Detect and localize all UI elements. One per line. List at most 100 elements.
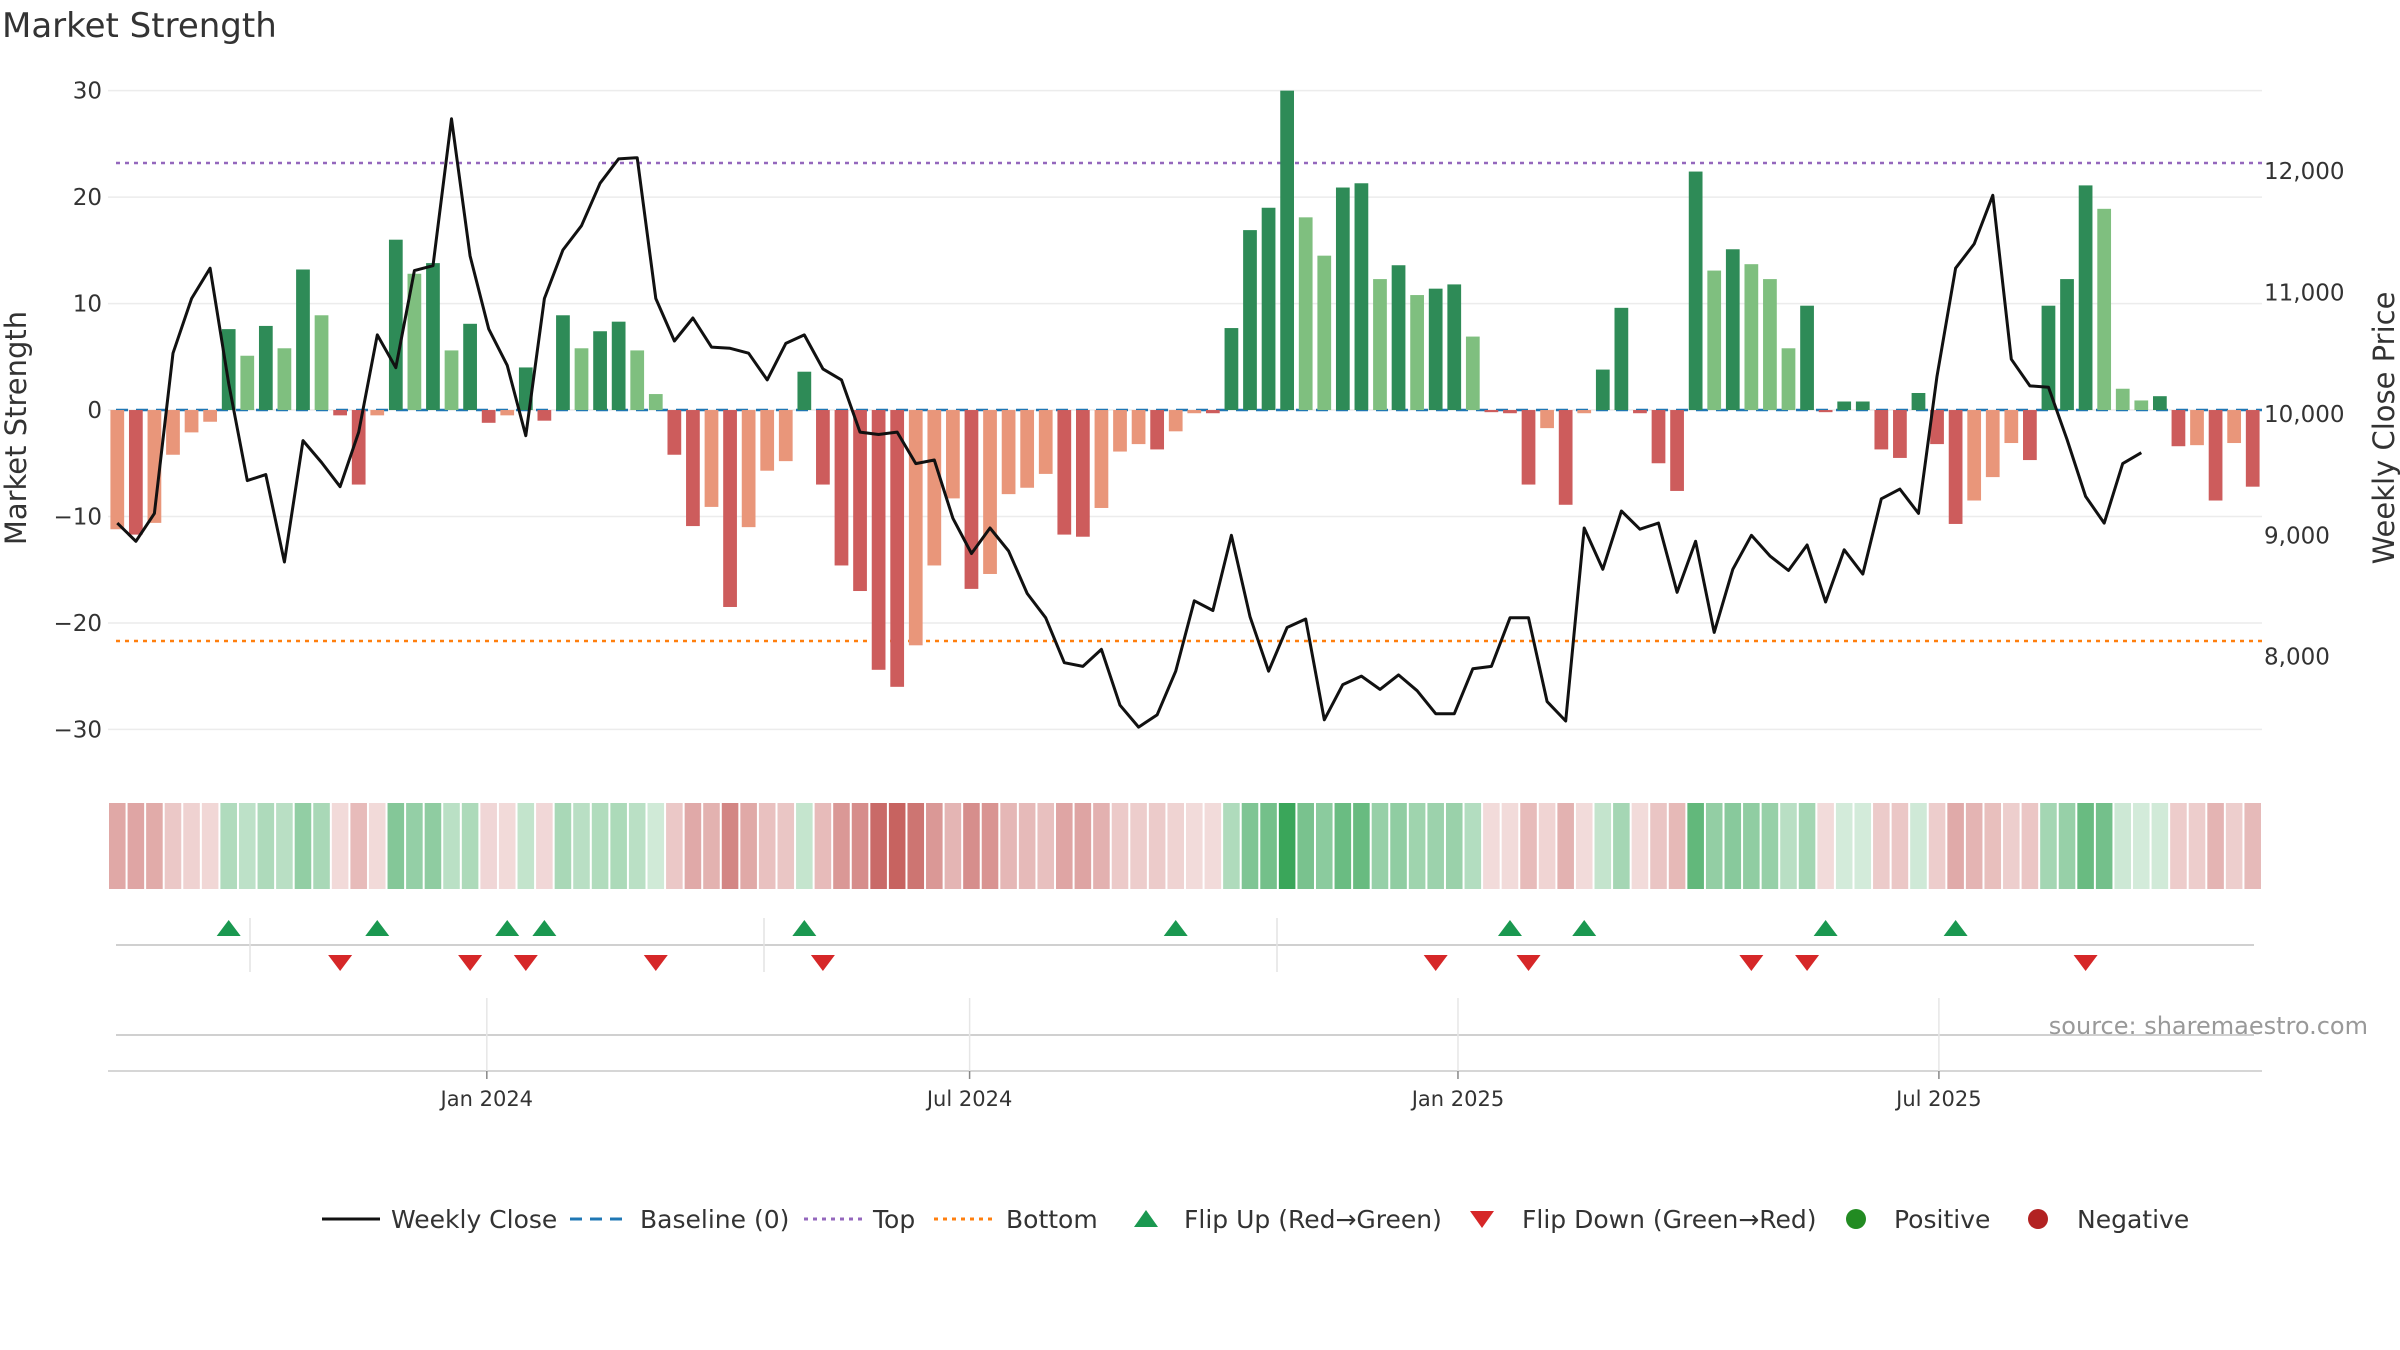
heat-cell: [1353, 803, 1370, 889]
heat-cell: [1798, 803, 1816, 889]
strength-bar: [1855, 401, 1870, 411]
strength-bar: [1298, 217, 1313, 411]
strength-bar: [2115, 388, 2130, 411]
strength-bar: [240, 355, 255, 411]
strength-bar: [1038, 410, 1053, 474]
flip-down-marker: [458, 955, 483, 971]
strength-bar: [1261, 207, 1276, 411]
heat-cell: [963, 803, 980, 889]
heat-cell: [2058, 803, 2076, 889]
strength-bar: [1465, 336, 1480, 411]
heat-cell: [424, 803, 442, 889]
strength-bar: [1521, 410, 1536, 485]
heat-cell: [1687, 803, 1704, 889]
strength-bar: [741, 410, 756, 528]
x-tick-label: Jul 2025: [1894, 1087, 1981, 1111]
heat-cell: [684, 803, 702, 889]
strength-bar: [1633, 410, 1647, 414]
strength-bar: [574, 348, 589, 411]
heat-cell: [480, 803, 497, 889]
strength-bar: [370, 410, 385, 416]
strength-bar: [1001, 410, 1016, 495]
strength-bar: [834, 410, 849, 566]
flip-up-marker: [1163, 920, 1188, 936]
flip-up-marker: [1572, 920, 1597, 936]
heat-cell: [517, 803, 535, 889]
strength-bar: [1614, 307, 1629, 411]
strength-bar: [593, 331, 607, 411]
left-axis: 30 20 10 0 −10 −20 −30: [53, 79, 102, 744]
strength-bar: [1335, 187, 1350, 411]
heat-cell: [740, 803, 757, 889]
flip-down-marker: [1423, 955, 1448, 971]
heat-cell: [833, 803, 850, 889]
y-tick-label: −10: [53, 504, 102, 530]
heat-cell: [1835, 803, 1853, 889]
heat-cell: [851, 803, 869, 889]
strength-bar: [1243, 230, 1257, 411]
x-axis: Jan 2024 Jul 2024 Jan 2025 Jul 2025: [439, 998, 1982, 1111]
heat-cell: [1928, 803, 1946, 889]
heat-cell: [1761, 803, 1779, 889]
heat-cell: [1984, 803, 2002, 889]
flip-down-marker: [643, 955, 668, 971]
strength-bar: [444, 350, 459, 411]
legend-swatch: [1470, 1211, 1494, 1228]
heat-cell: [1297, 803, 1314, 889]
heat-cell: [2151, 803, 2169, 889]
heat-cell: [1780, 803, 1797, 889]
y2-tick-label: 11,000: [2264, 280, 2344, 306]
strength-bars: [110, 90, 2260, 687]
heat-cell: [276, 803, 293, 889]
legend-label: Positive: [1894, 1205, 1990, 1234]
strength-bar: [2153, 396, 2167, 411]
heat-cell: [610, 803, 627, 889]
strength-bar: [1447, 284, 1462, 411]
legend-label: Bottom: [1006, 1205, 1098, 1234]
flip-down-marker: [1795, 955, 1820, 971]
y-tick-label: 0: [87, 398, 102, 424]
flip-up-marker: [1813, 920, 1838, 936]
flip-marker-panel: [116, 918, 2254, 972]
strength-bar: [927, 410, 942, 566]
heat-cell: [721, 803, 739, 889]
flip-up-marker: [1497, 920, 1522, 936]
heat-cell: [1631, 803, 1649, 889]
strength-bar: [481, 410, 496, 423]
y2-tick-label: 8,000: [2264, 645, 2330, 671]
flip-up-marker: [365, 920, 390, 936]
strength-bar: [1150, 410, 1165, 450]
legend-label: Flip Down (Green→Red): [1522, 1205, 1817, 1234]
strength-bar: [816, 410, 830, 485]
heat-cell: [1910, 803, 1927, 889]
y-tick-label: 30: [73, 79, 102, 105]
strength-bar: [556, 315, 570, 411]
heat-cell: [888, 803, 906, 889]
heat-cell: [703, 803, 720, 889]
heat-cell: [1594, 803, 1612, 889]
heat-cell: [1223, 803, 1240, 889]
heat-cell: [201, 803, 219, 889]
heat-cell: [777, 803, 795, 889]
strength-bar: [964, 410, 979, 589]
heat-cell: [907, 803, 925, 889]
chart-title: Market Strength: [2, 6, 277, 46]
legend-label: Baseline (0): [640, 1205, 789, 1234]
heat-cell: [981, 803, 999, 889]
heat-cell: [1668, 803, 1686, 889]
heat-cell: [1093, 803, 1110, 889]
strength-bar: [1205, 410, 1220, 414]
strength-bar: [128, 410, 143, 535]
strength-bar: [2134, 400, 2149, 411]
heat-cell: [1854, 803, 1872, 889]
strength-bar: [1930, 410, 1944, 445]
heat-cell: [387, 803, 405, 889]
strength-bar: [2227, 410, 2242, 444]
strength-bar: [2190, 410, 2204, 446]
heat-cell: [2207, 803, 2224, 889]
heat-cell: [1074, 803, 1092, 889]
heat-cell: [647, 803, 665, 889]
strength-bar: [983, 410, 997, 574]
heat-cell: [944, 803, 962, 889]
y2-axis-title: Weekly Close Price: [2367, 292, 2400, 565]
